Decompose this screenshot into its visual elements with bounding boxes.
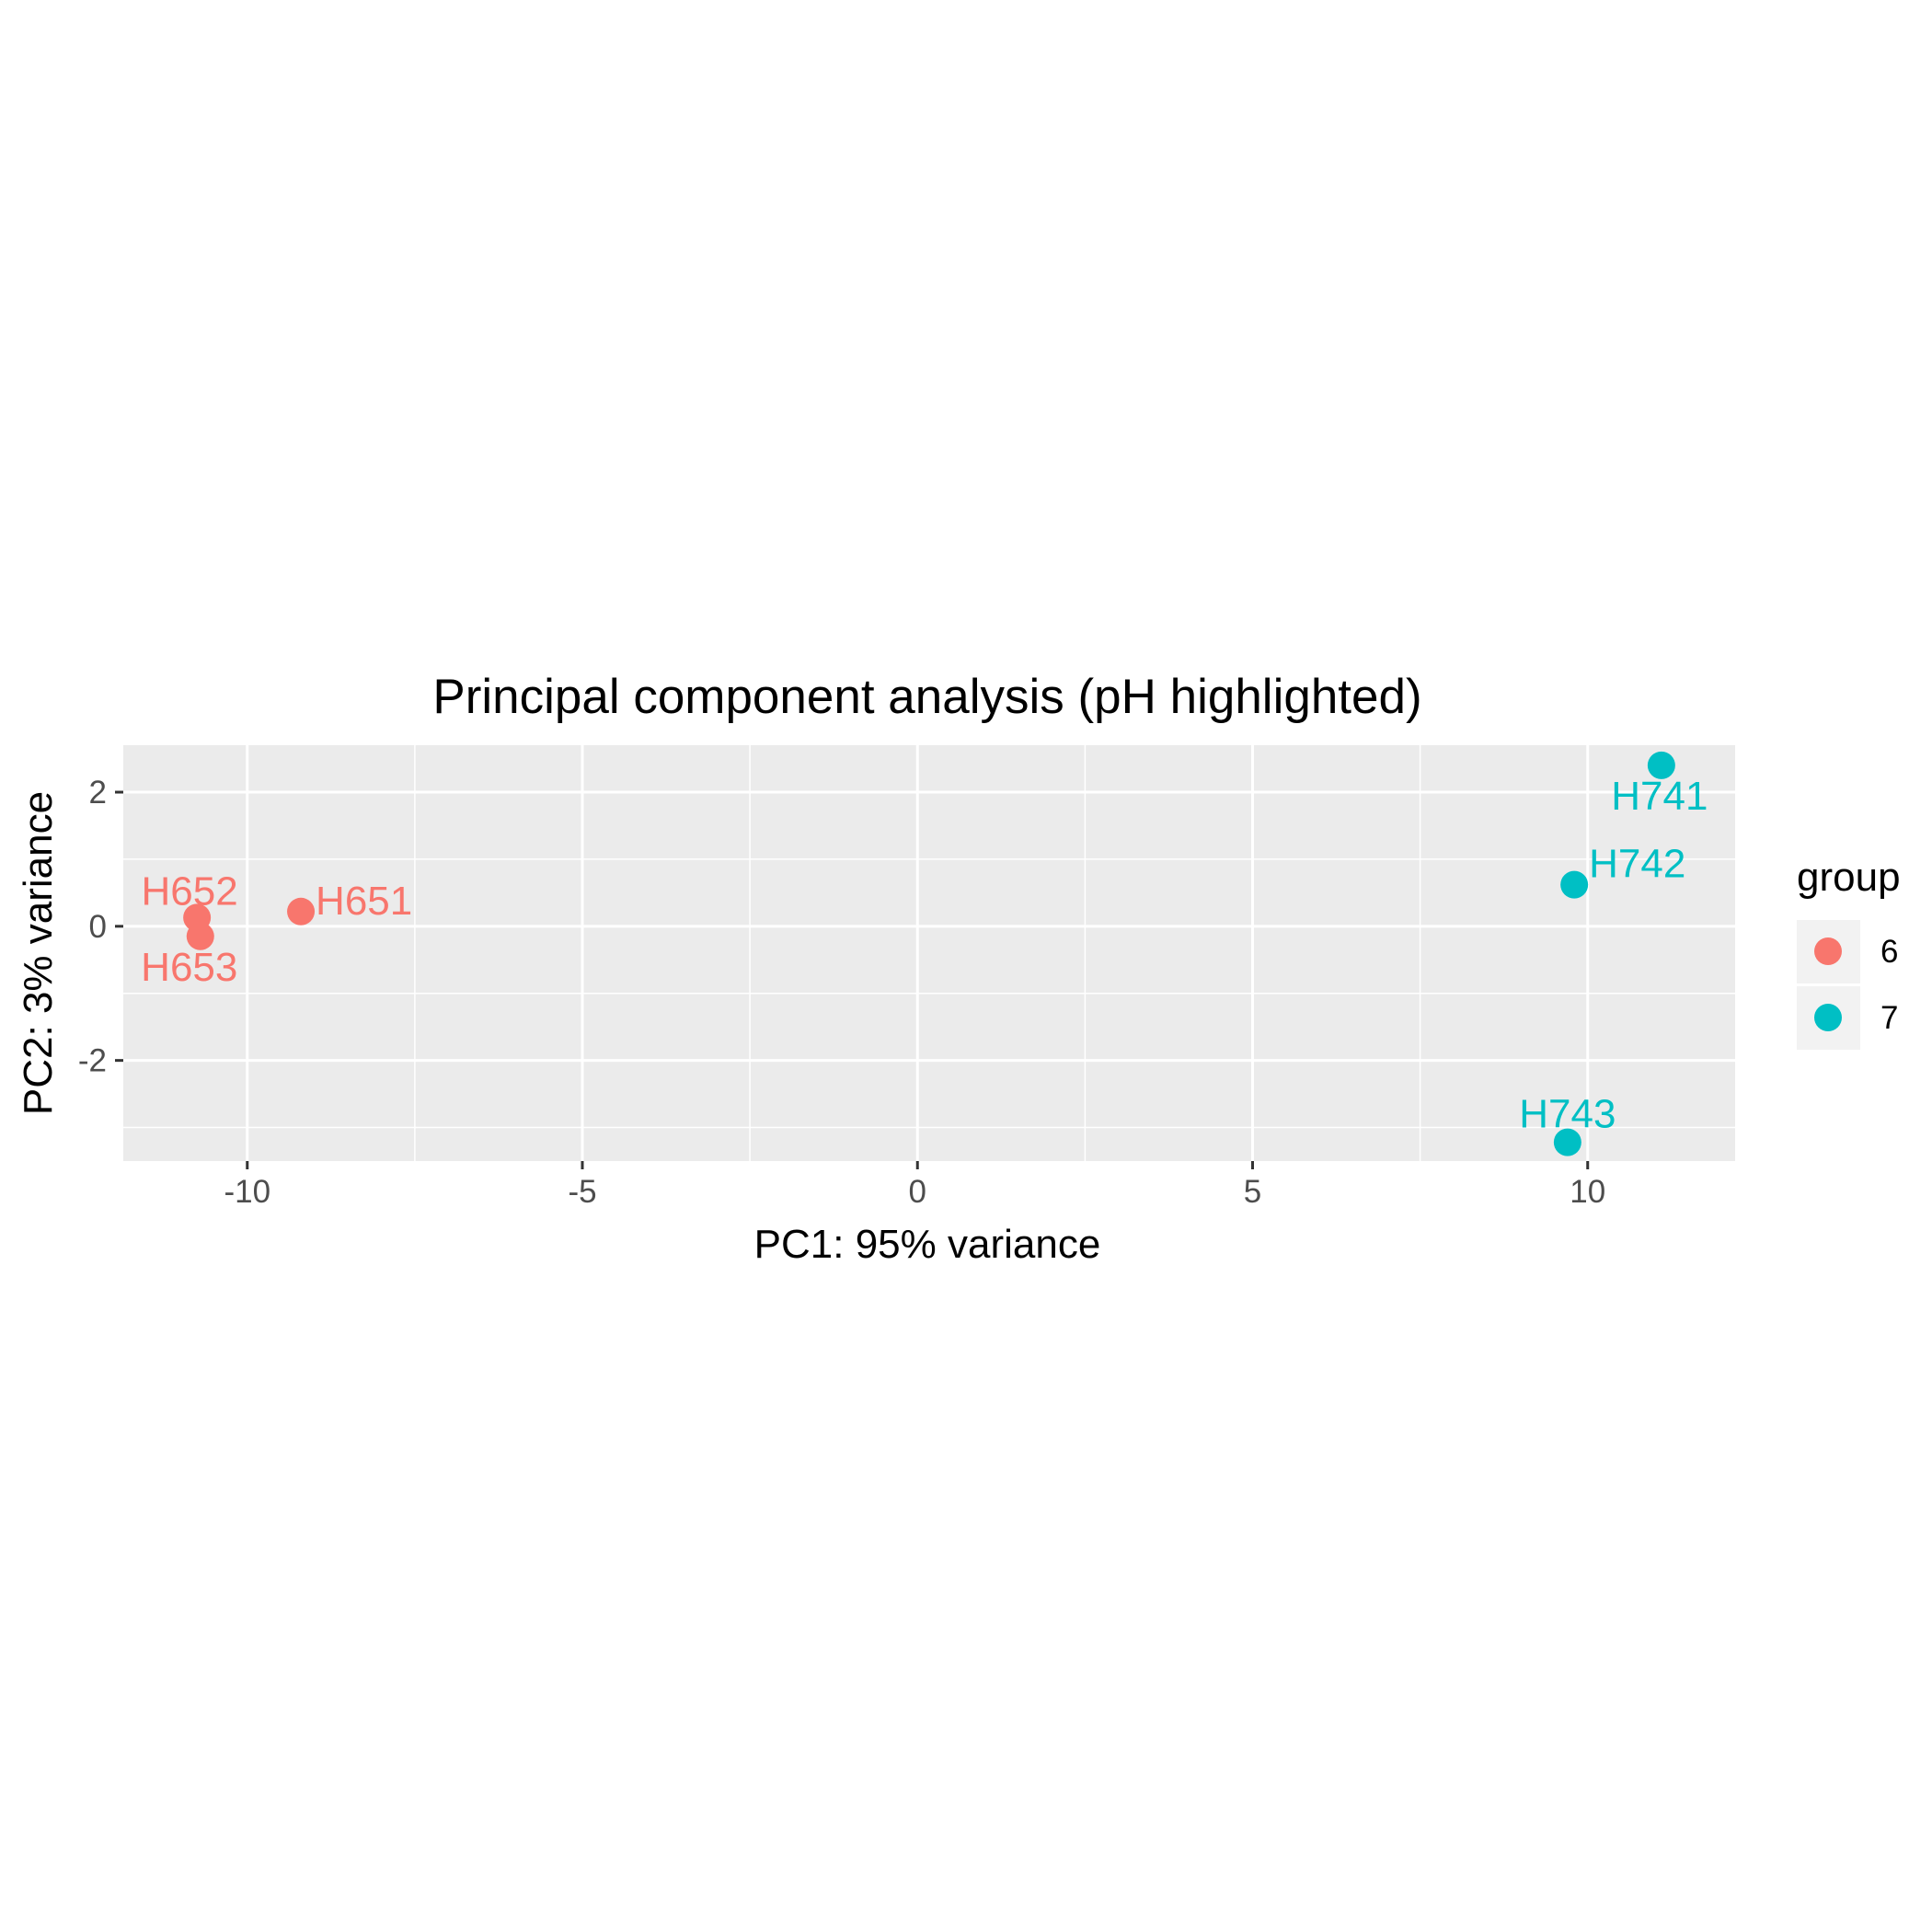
legend: group 6 7: [1797, 855, 1901, 1050]
legend-title: group: [1797, 855, 1901, 900]
x-tick-label: 10: [1570, 1174, 1605, 1210]
y-tick-label: 2: [89, 775, 107, 811]
y-axis: -2 0 2: [78, 775, 123, 1079]
minor-grid: [123, 745, 1735, 1161]
data-point-h653: [186, 922, 214, 950]
x-tick-label: 0: [909, 1174, 926, 1210]
data-point-h743: [1553, 1128, 1581, 1156]
data-point-h741: [1647, 751, 1675, 779]
y-tick-label: 0: [89, 909, 107, 945]
point-label-h651: H651: [316, 879, 412, 924]
legend-key-7: [1814, 1004, 1842, 1031]
x-tick-label: -5: [568, 1174, 596, 1210]
legend-label-7: 7: [1880, 1000, 1898, 1036]
plot-panel: [123, 745, 1735, 1161]
point-label-h741: H741: [1611, 774, 1708, 819]
x-tick-label: 5: [1244, 1174, 1261, 1210]
legend-label-6: 6: [1880, 934, 1898, 970]
data-point-h651: [287, 897, 316, 926]
y-tick-label: -2: [78, 1043, 107, 1079]
x-axis-title: PC1: 95% variance: [754, 1222, 1101, 1267]
point-label-h652: H652: [142, 868, 238, 914]
data-points: [183, 751, 1675, 1156]
x-axis: -10 -5 0 5 10: [224, 1161, 1605, 1210]
data-point-h742: [1560, 870, 1589, 899]
point-label-h742: H742: [1589, 842, 1685, 887]
point-label-h743: H743: [1519, 1092, 1616, 1137]
point-labels: H651 H652 H653 H741 H742 H743: [141, 774, 1708, 1137]
chart-title: Principal component analysis (pH highlig…: [432, 670, 1421, 724]
y-axis-title: PC2: 3% variance: [16, 791, 61, 1115]
major-grid: [123, 745, 1735, 1161]
legend-key-6: [1814, 937, 1842, 965]
point-label-h653: H653: [141, 945, 237, 990]
x-tick-label: -10: [224, 1174, 270, 1210]
